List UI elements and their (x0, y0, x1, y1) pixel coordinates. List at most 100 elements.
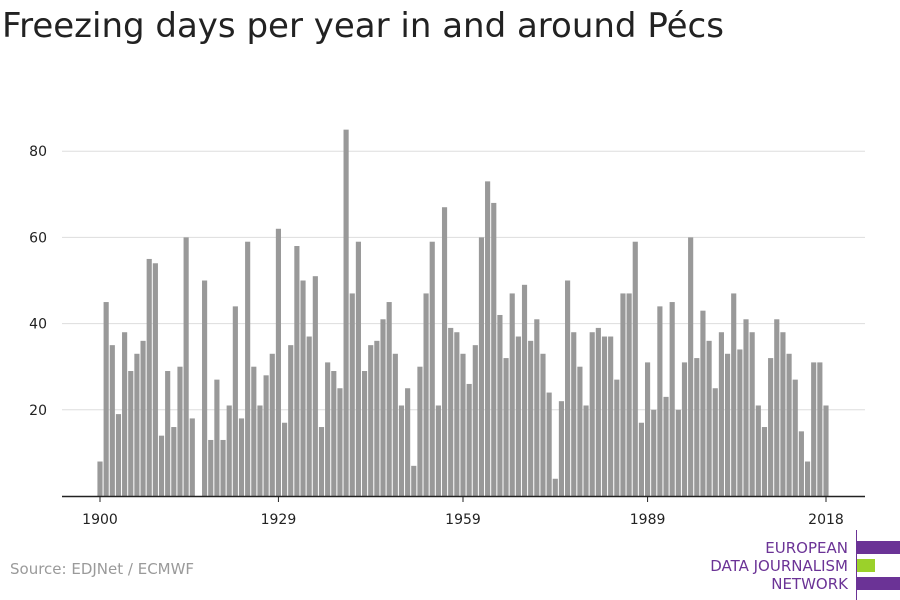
bar-1990 (651, 409, 657, 496)
bar-1966 (503, 358, 509, 496)
bar-2003 (731, 293, 737, 496)
bar-1982 (601, 336, 608, 496)
bar-1925 (251, 366, 257, 496)
bar-1930 (282, 422, 288, 496)
bar-2015 (804, 461, 811, 496)
bar-1931 (288, 345, 294, 496)
logo-bar-purple-top (857, 541, 900, 554)
bar-1920 (220, 439, 226, 496)
bar-1911 (165, 371, 171, 496)
logo-divider (856, 530, 857, 600)
bar-1984 (614, 379, 620, 496)
bar-1936 (318, 427, 325, 496)
bar-1908 (146, 258, 152, 496)
bar-2000 (712, 388, 718, 496)
bar-1968 (515, 336, 521, 496)
bar-1991 (657, 306, 663, 496)
bar-1961 (472, 345, 478, 496)
bar-1992 (663, 396, 669, 496)
axes: 20 40 60 80 1900 1929 1959 1989 2018 (29, 144, 865, 528)
bar-1945 (374, 340, 380, 496)
bar-2010 (774, 319, 780, 496)
bar-1954 (429, 241, 435, 496)
bar-1935 (312, 276, 318, 496)
x-tick-label: 1900 (82, 512, 118, 528)
bar-2018 (823, 405, 829, 496)
bar-1983 (608, 336, 614, 496)
bar-2004 (737, 349, 743, 496)
bar-1932 (294, 246, 300, 496)
bar-1958 (454, 332, 460, 496)
bar-2014 (798, 431, 804, 496)
bar-1972 (540, 353, 546, 496)
x-tick-label: 1989 (630, 512, 666, 528)
bar-1903 (115, 414, 122, 496)
bar-1929 (275, 228, 281, 496)
bar-1939 (337, 388, 343, 496)
bar-1949 (398, 405, 405, 496)
bar-1914 (183, 237, 189, 496)
bar-1974 (552, 478, 558, 496)
bar-1993 (669, 302, 675, 496)
bar-1950 (405, 388, 411, 496)
bar-1907 (140, 340, 146, 496)
bar-1953 (423, 293, 429, 496)
bar-1905 (128, 371, 134, 496)
bar-1951 (411, 465, 417, 496)
bar-1924 (245, 241, 251, 496)
bar-1979 (583, 405, 589, 496)
bar-1998 (700, 310, 706, 496)
bar-1926 (257, 405, 263, 496)
bar-1994 (675, 409, 681, 496)
bar-2017 (817, 362, 823, 496)
logo-line-2: DATA JOURNALISM (710, 557, 848, 575)
bar-1996 (688, 237, 694, 496)
y-tick-label: 80 (29, 144, 47, 160)
bar-1963 (485, 181, 491, 496)
source-note: Source: EDJNet / ECMWF (10, 560, 195, 578)
bar-1955 (435, 405, 441, 496)
logo-bar-purple-bottom (857, 577, 900, 590)
bar-2007 (755, 405, 761, 496)
bar-1918 (208, 439, 214, 496)
bar-1981 (595, 327, 601, 496)
bar-1980 (589, 332, 595, 496)
y-tick-label: 60 (29, 230, 47, 246)
bar-1948 (392, 353, 398, 496)
bar-1919 (214, 379, 220, 496)
bar-1977 (571, 332, 577, 496)
bar-1995 (681, 362, 688, 496)
bar-2016 (811, 362, 817, 496)
bar-1970 (528, 340, 534, 496)
logo-bar-green (857, 559, 875, 572)
logo-line-1: EUROPEAN (765, 539, 848, 557)
bars (97, 129, 829, 497)
bar-1937 (325, 362, 331, 496)
bar-1928 (269, 353, 275, 496)
bar-1985 (620, 293, 626, 496)
bar-1988 (638, 422, 644, 496)
bar-1927 (263, 375, 269, 496)
logo-line-3: NETWORK (771, 575, 848, 593)
bar-1971 (534, 319, 540, 496)
bar-1965 (497, 314, 503, 496)
bar-1986 (626, 293, 632, 496)
bar-1909 (152, 263, 158, 496)
bar-1915 (189, 418, 195, 496)
bar-1967 (509, 293, 515, 496)
bar-1973 (546, 392, 552, 496)
bar-2002 (724, 353, 731, 496)
bar-1940 (343, 129, 349, 496)
bar-chart: 20 40 60 80 1900 1929 1959 1989 2018 (29, 129, 865, 528)
bar-1959 (460, 353, 466, 496)
bar-1917 (202, 280, 208, 496)
bar-1975 (558, 401, 565, 496)
x-tick-label: 1929 (261, 512, 297, 528)
bar-1923 (238, 418, 245, 496)
bar-2001 (718, 332, 724, 496)
bar-1957 (448, 327, 454, 496)
bar-1902 (109, 345, 115, 496)
y-tick-label: 20 (29, 403, 47, 419)
bar-1900 (97, 461, 103, 496)
bar-1938 (331, 371, 337, 496)
